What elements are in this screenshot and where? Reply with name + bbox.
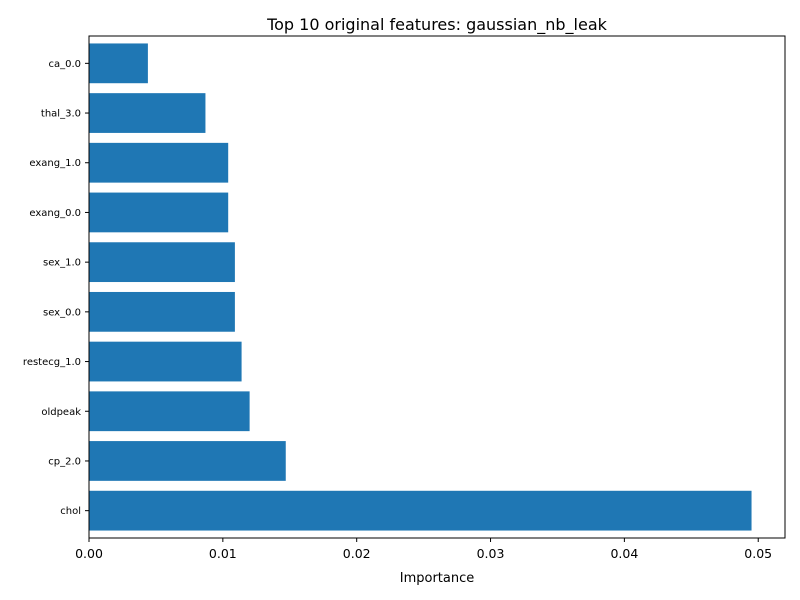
chart-title: Top 10 original features: gaussian_nb_le… <box>266 15 608 35</box>
bar-thal_3.0 <box>89 93 206 133</box>
bars-group <box>89 43 752 531</box>
y-axis-ticks: chol cp_2.0 oldpeak restecg_1.0 sex_0.0 sex_1… <box>23 59 89 517</box>
bar-oldpeak <box>89 391 250 432</box>
y-tick-label: ca_0.0 <box>48 59 81 70</box>
x-tick-label: 0.03 <box>477 546 505 561</box>
x-tick-label: 0.05 <box>744 546 772 561</box>
bar-ca_0.0 <box>89 43 148 84</box>
x-axis-ticks: 0.00 0.01 0.02 0.03 0.04 0.05 <box>75 538 772 561</box>
bar-sex_1.0 <box>89 242 235 283</box>
x-tick-label: 0.01 <box>209 546 237 561</box>
y-tick-label: sex_1.0 <box>43 258 81 269</box>
y-tick-label: chol <box>60 506 81 517</box>
plot-frame <box>88 35 786 539</box>
bar-sex_0.0 <box>89 291 235 332</box>
bar-exang_0.0 <box>89 192 229 233</box>
bar-chol <box>89 490 752 531</box>
bar-restecg_1.0 <box>89 341 242 382</box>
bar-cp_2.0 <box>89 441 286 481</box>
y-tick-label: restecg_1.0 <box>23 357 81 368</box>
y-tick-label: exang_1.0 <box>29 158 81 169</box>
x-tick-label: 0.04 <box>610 546 638 561</box>
y-tick-label: exang_0.0 <box>29 208 81 219</box>
x-axis-label: Importance <box>400 571 475 586</box>
x-tick-label: 0.02 <box>343 546 371 561</box>
y-tick-label: oldpeak <box>41 407 81 418</box>
y-tick-label: cp_2.0 <box>48 456 81 467</box>
y-tick-label: thal_3.0 <box>41 109 81 120</box>
y-tick-label: sex_0.0 <box>43 307 81 318</box>
x-tick-label: 0.00 <box>75 546 103 561</box>
bar-exang_1.0 <box>89 142 229 183</box>
